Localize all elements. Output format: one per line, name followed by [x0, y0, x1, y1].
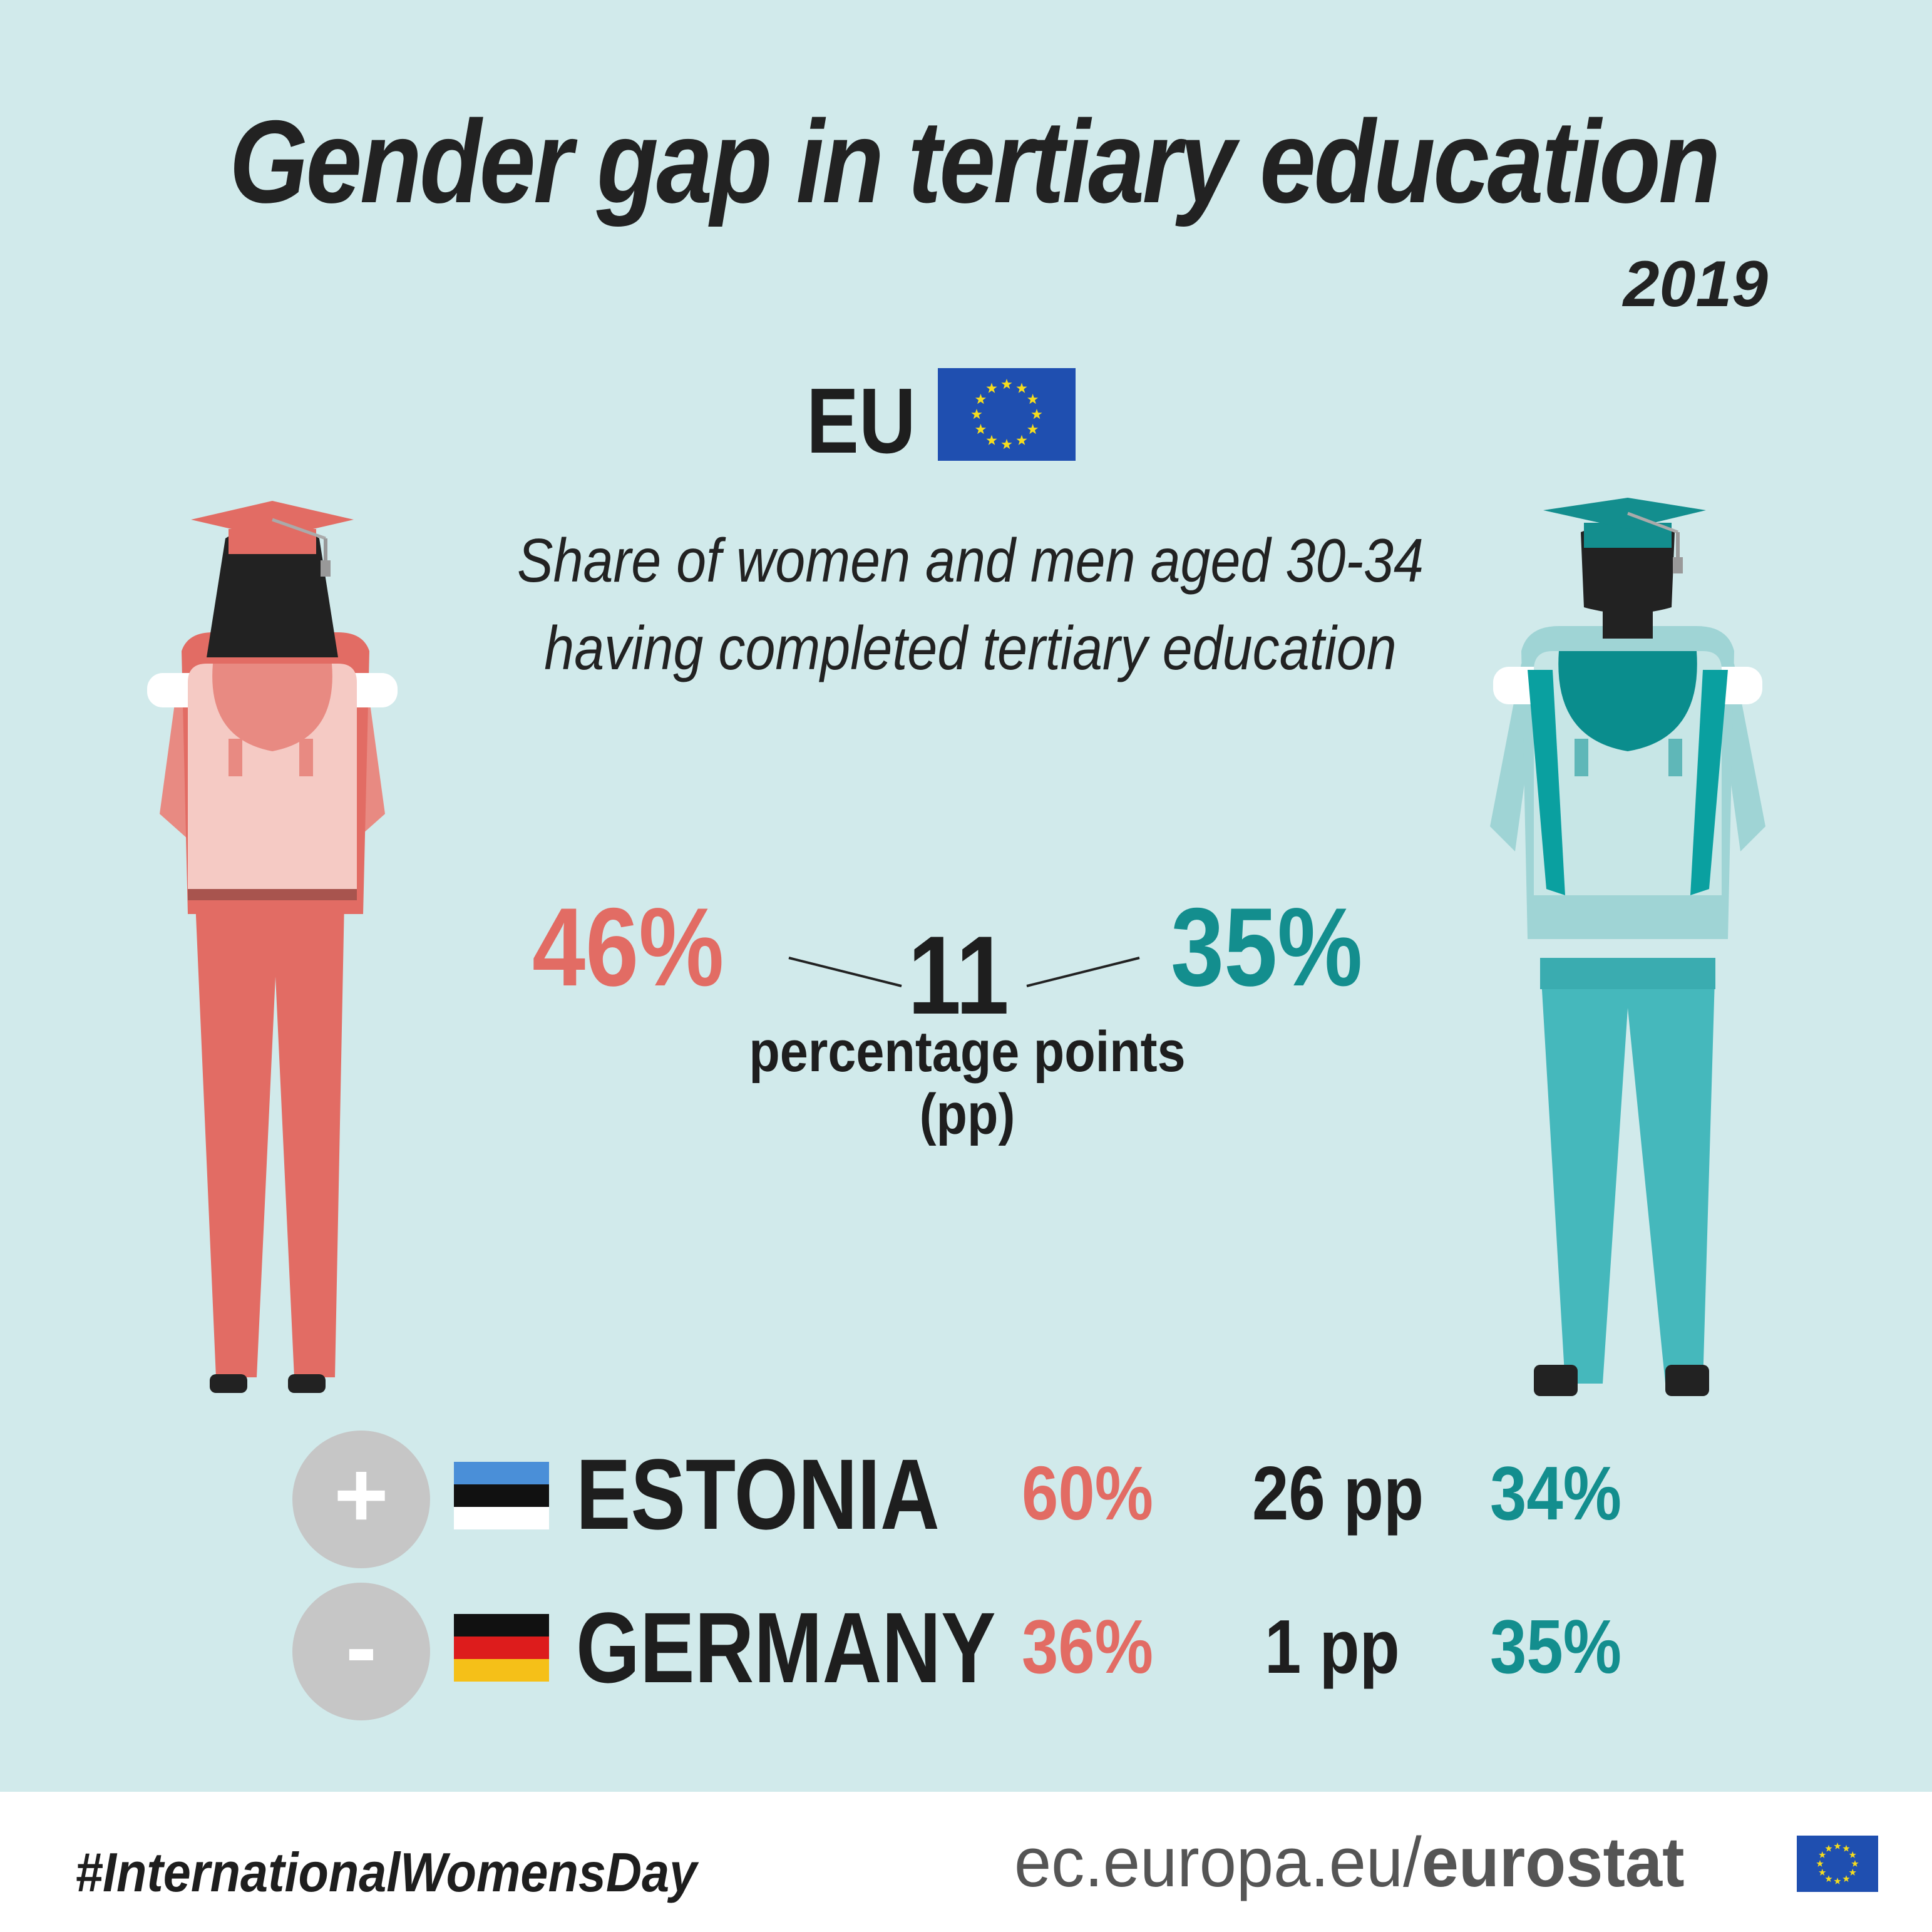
eu-star [1027, 394, 1039, 404]
germany-flag-icon [454, 1614, 549, 1682]
eu-men-percentage: 35% [1171, 885, 1363, 1009]
eu-star [1819, 1851, 1826, 1858]
minus-sign-badge: - [292, 1583, 430, 1720]
eu-star [1031, 409, 1042, 419]
eu-star [975, 394, 986, 404]
subtitle-line-2: having completed tertiary education [544, 614, 1397, 682]
germany-men-value: 35% [1490, 1604, 1622, 1689]
page-title: Gender gap in tertiary education [229, 96, 1720, 227]
woman-graduate-illustration [147, 501, 398, 1393]
estonia-gap-value: 26 pp [1252, 1451, 1424, 1536]
eurostat-flag-icon [1797, 1836, 1878, 1892]
eu-star [1851, 1860, 1859, 1867]
gap-unit-line-1: percentage points [749, 1020, 1186, 1084]
eurostat-website-link[interactable]: ec.europa.eu/eurostat [1014, 1822, 1685, 1903]
eu-star [1849, 1851, 1856, 1858]
germany-gap-value: 1 pp [1265, 1604, 1400, 1689]
plus-sign-badge: + [292, 1431, 430, 1568]
eu-star [1816, 1860, 1824, 1867]
eu-label: EU [806, 369, 916, 473]
eu-star [1825, 1844, 1832, 1852]
estonia-women-value: 60% [1022, 1451, 1154, 1536]
estonia-flag-icon [454, 1462, 549, 1529]
eu-star [1001, 439, 1012, 450]
gap-unit-label: percentage points (pp) [692, 1020, 1243, 1146]
year-label: 2019 [1623, 248, 1768, 321]
eu-flag-icon [938, 368, 1076, 461]
eu-star [1842, 1875, 1850, 1883]
eu-star [986, 383, 997, 393]
eu-star [986, 434, 997, 445]
eu-star [1001, 379, 1012, 389]
eu-star [1027, 424, 1039, 434]
gap-connector-lines [788, 957, 1140, 987]
eu-star [975, 424, 986, 434]
eu-star [1016, 383, 1027, 393]
eu-star [1819, 1869, 1826, 1876]
estonia-men-value: 34% [1490, 1451, 1622, 1536]
site-brand: eurostat [1421, 1823, 1685, 1901]
eu-star [1834, 1842, 1841, 1849]
subtitle: Share of women and men aged 30-34 having… [502, 516, 1439, 692]
subtitle-line-1: Share of women and men aged 30-34 [517, 526, 1424, 595]
footer-bar [0, 1792, 1932, 1932]
eu-star [1849, 1869, 1856, 1876]
eu-gap-value: 11 [908, 913, 1009, 1037]
country-germany: GERMANY [576, 1591, 996, 1703]
germany-women-value: 36% [1022, 1604, 1154, 1689]
hashtag-label: #InternationalWomensDay [75, 1841, 697, 1903]
site-prefix: ec.europa.eu/ [1014, 1823, 1422, 1901]
eu-star [1825, 1875, 1832, 1883]
man-graduate-illustration [1490, 498, 1765, 1396]
eu-star [1842, 1844, 1850, 1852]
gap-unit-line-2: (pp) [919, 1082, 1015, 1146]
eu-star [1016, 434, 1027, 445]
eu-women-percentage: 46% [532, 885, 724, 1009]
eu-star [971, 409, 982, 419]
country-estonia: ESTONIA [576, 1438, 940, 1550]
eu-star [1834, 1878, 1841, 1884]
